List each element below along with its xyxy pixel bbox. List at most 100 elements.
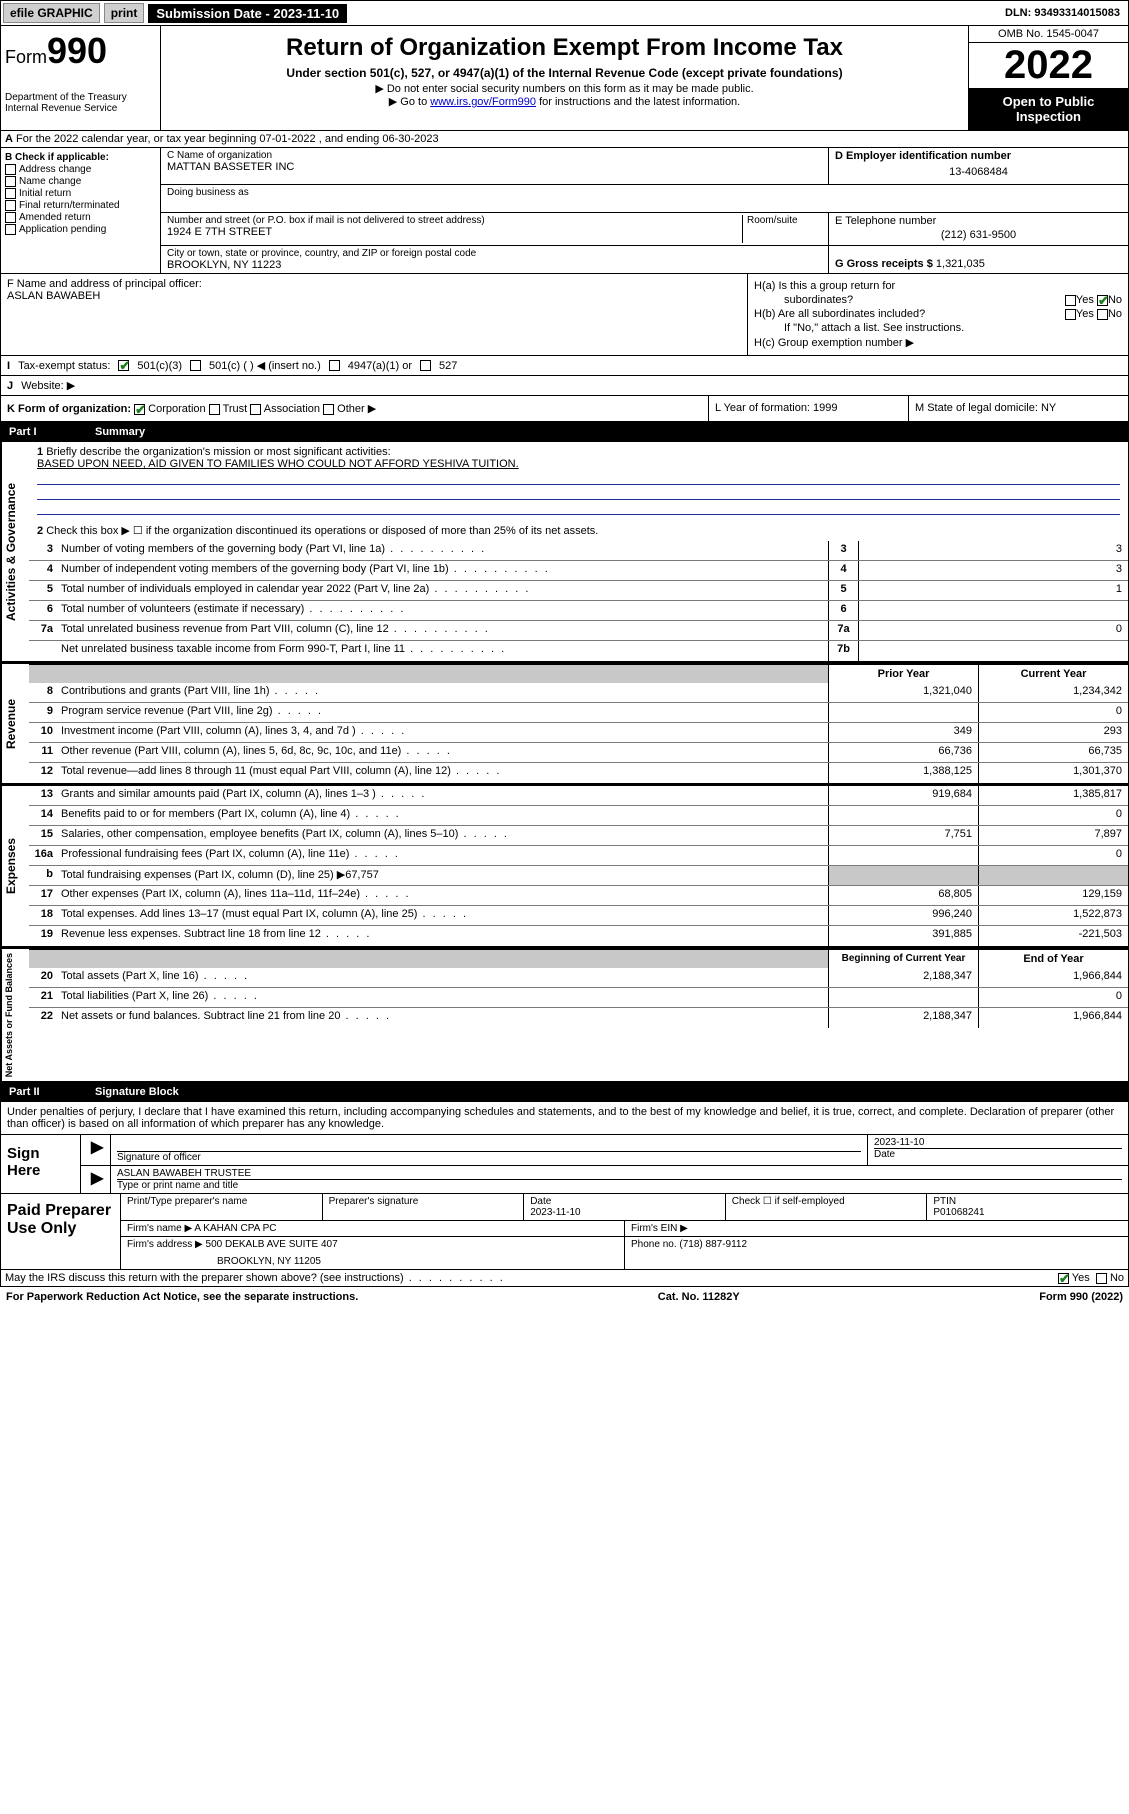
footer-right: Form 990 (2022) xyxy=(1039,1291,1123,1303)
cb-corp[interactable] xyxy=(134,404,145,415)
summary-line: 11Other revenue (Part VIII, column (A), … xyxy=(29,743,1128,763)
firm-phone: (718) 887-9112 xyxy=(679,1239,747,1250)
firm-addr2: BROOKLYN, NY 11205 xyxy=(127,1250,618,1267)
cb-501c3[interactable] xyxy=(118,360,129,371)
box-e-label: E Telephone number xyxy=(835,215,1122,227)
cb-assoc[interactable] xyxy=(250,404,261,415)
year-formation: L Year of formation: 1999 xyxy=(708,396,908,421)
page-footer: For Paperwork Reduction Act Notice, see … xyxy=(0,1287,1129,1307)
discuss-no[interactable] xyxy=(1096,1273,1107,1284)
dba-label: Doing business as xyxy=(167,187,822,198)
subtitle-3: ▶ Go to www.irs.gov/Form990 for instruct… xyxy=(167,95,962,108)
cb-initial-return[interactable] xyxy=(5,188,16,199)
irs-link[interactable]: www.irs.gov/Form990 xyxy=(430,96,536,108)
summary-line: 12Total revenue—add lines 8 through 11 (… xyxy=(29,763,1128,783)
cb-trust[interactable] xyxy=(209,404,220,415)
vlabel-exp: Expenses xyxy=(1,786,29,946)
mission-text: BASED UPON NEED, AID GIVEN TO FAMILIES W… xyxy=(37,458,1120,470)
summary-line: 8Contributions and grants (Part VIII, li… xyxy=(29,683,1128,703)
summary-line: 17Other expenses (Part IX, column (A), l… xyxy=(29,886,1128,906)
subtitle-1: Under section 501(c), 527, or 4947(a)(1)… xyxy=(167,66,962,80)
discuss-yes[interactable] xyxy=(1058,1273,1069,1284)
subtitle-2: ▶ Do not enter social security numbers o… xyxy=(167,82,962,95)
row-a-period: A For the 2022 calendar year, or tax yea… xyxy=(0,131,1129,148)
firm-addr-label: Firm's address ▶ xyxy=(127,1239,203,1250)
room-label: Room/suite xyxy=(747,215,822,226)
ha-yes[interactable] xyxy=(1065,295,1076,306)
addr-label: Number and street (or P.O. box if mail i… xyxy=(167,215,742,226)
cb-527[interactable] xyxy=(420,360,431,371)
ha-no[interactable] xyxy=(1097,295,1108,306)
dept-treasury: Department of the Treasury xyxy=(5,92,156,103)
block-fh: F Name and address of principal officer:… xyxy=(0,274,1129,356)
hb-note: If "No," attach a list. See instructions… xyxy=(754,322,1122,334)
sign-here-block: Sign Here ▶ Signature of officer 2023-11… xyxy=(0,1135,1129,1194)
phone-label: Phone no. xyxy=(631,1239,677,1250)
summary-line: 20Total assets (Part X, line 16)2,188,34… xyxy=(29,968,1128,988)
tax-year: 2022 xyxy=(969,43,1128,88)
gross-receipts: 1,321,035 xyxy=(936,258,985,270)
summary-line: 3Number of voting members of the governi… xyxy=(29,541,1128,561)
open-inspection: Open to Public Inspection xyxy=(969,88,1128,130)
cb-name-change[interactable] xyxy=(5,176,16,187)
hdr-prior-year: Prior Year xyxy=(828,665,978,683)
summary-line: 21Total liabilities (Part X, line 26)0 xyxy=(29,988,1128,1008)
prep-name-label: Print/Type preparer's name xyxy=(127,1196,316,1207)
efile-button[interactable]: efile GRAPHIC xyxy=(3,3,100,23)
form-header: Form990 Department of the Treasury Inter… xyxy=(0,26,1129,131)
l2-text: Check this box ▶ ☐ if the organization d… xyxy=(46,525,598,537)
row-klm: K Form of organization: Corporation Trus… xyxy=(0,396,1129,422)
vlabel-gov: Activities & Governance xyxy=(1,442,29,661)
row-j: J Website: ▶ xyxy=(0,376,1129,396)
paid-preparer-block: Paid Preparer Use Only Print/Type prepar… xyxy=(0,1194,1129,1270)
cb-app-pending[interactable] xyxy=(5,224,16,235)
firm-addr1: 500 DEKALB AVE SUITE 407 xyxy=(206,1239,338,1250)
street-address: 1924 E 7TH STREET xyxy=(167,226,742,238)
hb-yes[interactable] xyxy=(1065,309,1076,320)
sig-officer-label: Signature of officer xyxy=(117,1151,861,1163)
hb-label: H(b) Are all subordinates included? xyxy=(754,308,925,320)
form-number: 990 xyxy=(47,30,107,71)
ptin: P01068241 xyxy=(933,1207,1122,1218)
cb-4947[interactable] xyxy=(329,360,340,371)
state-domicile: M State of legal domicile: NY xyxy=(908,396,1128,421)
net-section: Net Assets or Fund Balances Beginning of… xyxy=(0,947,1129,1082)
l1-text: Briefly describe the organization's miss… xyxy=(46,446,390,458)
cb-amended[interactable] xyxy=(5,212,16,223)
cb-501c[interactable] xyxy=(190,360,201,371)
summary-line: 10Investment income (Part VIII, column (… xyxy=(29,723,1128,743)
hdr-eoy: End of Year xyxy=(978,950,1128,968)
box-d-label: D Employer identification number xyxy=(835,150,1122,162)
summary-line: 13Grants and similar amounts paid (Part … xyxy=(29,786,1128,806)
summary-line: 15Salaries, other compensation, employee… xyxy=(29,826,1128,846)
ptin-label: PTIN xyxy=(933,1196,1122,1207)
officer-name: ASLAN BAWABEH TRUSTEE xyxy=(117,1168,1122,1179)
summary-line: Net unrelated business taxable income fr… xyxy=(29,641,1128,661)
ha-label: H(a) Is this a group return for xyxy=(754,280,895,292)
box-f-label: F Name and address of principal officer: xyxy=(7,278,741,290)
top-bar: efile GRAPHIC print Submission Date - 20… xyxy=(0,0,1129,26)
prep-sig-label: Preparer's signature xyxy=(329,1196,518,1207)
summary-line: 14Benefits paid to or for members (Part … xyxy=(29,806,1128,826)
firm-name-label: Firm's name ▶ xyxy=(127,1223,192,1234)
submission-date: Submission Date - 2023-11-10 xyxy=(148,4,347,23)
part2-header: Part II Signature Block xyxy=(0,1082,1129,1102)
box-b-label: B Check if applicable: xyxy=(5,152,156,163)
summary-line: 19Revenue less expenses. Subtract line 1… xyxy=(29,926,1128,946)
firm-name: A KAHAN CPA PC xyxy=(194,1223,276,1234)
firm-ein-label: Firm's EIN ▶ xyxy=(625,1221,1128,1236)
hdr-current-year: Current Year xyxy=(978,665,1128,683)
summary-line: 9Program service revenue (Part VIII, lin… xyxy=(29,703,1128,723)
footer-left: For Paperwork Reduction Act Notice, see … xyxy=(6,1291,358,1303)
cb-final-return[interactable] xyxy=(5,200,16,211)
cb-address-change[interactable] xyxy=(5,164,16,175)
print-button[interactable]: print xyxy=(104,3,145,23)
box-g-label: G Gross receipts $ xyxy=(835,258,933,270)
hb-no[interactable] xyxy=(1097,309,1108,320)
self-employed-check: Check ☐ if self-employed xyxy=(726,1194,928,1220)
rev-section: Revenue Prior Year Current Year 8Contrib… xyxy=(0,662,1129,784)
prep-date: 2023-11-10 xyxy=(530,1207,719,1218)
sig-date: 2023-11-10 xyxy=(874,1137,1122,1148)
summary-line: 22Net assets or fund balances. Subtract … xyxy=(29,1008,1128,1028)
cb-other[interactable] xyxy=(323,404,334,415)
